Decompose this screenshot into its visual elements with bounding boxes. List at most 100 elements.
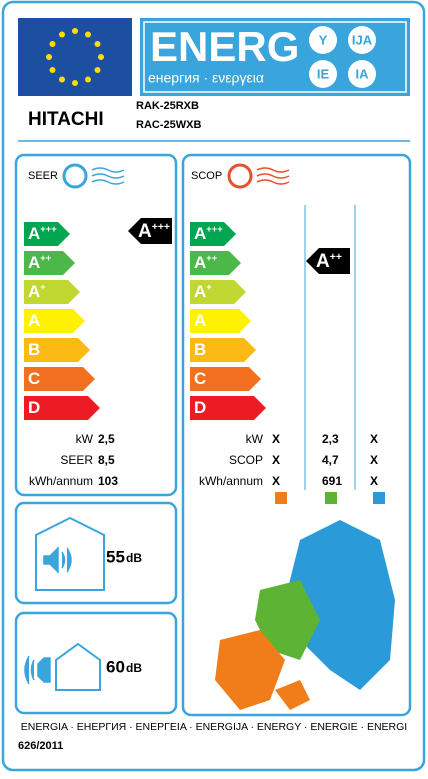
air-icon (256, 167, 290, 185)
star (46, 54, 52, 60)
suffix: IA (356, 66, 370, 81)
class-letter: A (28, 224, 40, 243)
model: RAC-25WXB (136, 119, 201, 131)
class-letter: B (28, 340, 40, 359)
house-icon (55, 642, 101, 691)
suffix-circle (309, 60, 337, 88)
class-label: A+++ (194, 224, 223, 243)
star (98, 54, 104, 60)
star (49, 41, 56, 47)
row-value: 103 (98, 474, 118, 488)
class-letter: A (194, 282, 206, 301)
brand: HITACHI (28, 109, 104, 130)
class-plus: +++ (206, 224, 223, 234)
star (85, 76, 91, 83)
indoor-noise-panel (14, 501, 178, 605)
rating-arrow (128, 218, 172, 244)
class-arrow (24, 251, 75, 275)
row-value: 2,3 (322, 432, 339, 446)
zone-swatch (325, 492, 337, 504)
row-value: X (272, 453, 280, 467)
class-arrow (24, 309, 85, 333)
class-label: D (194, 398, 206, 417)
class-letter: A (28, 282, 40, 301)
suffix-circle (348, 26, 376, 54)
row-label: kW (246, 432, 264, 446)
class-letter: D (28, 398, 40, 417)
suffix: Y (319, 32, 328, 47)
suffix: IE (317, 66, 330, 81)
class-label: C (194, 369, 206, 388)
class-label: A+ (194, 282, 212, 301)
noise-value: 60 (106, 657, 125, 676)
climate-map (215, 520, 395, 710)
class-arrow (190, 280, 246, 304)
rating-label: A+++ (138, 221, 170, 242)
star (72, 28, 78, 34)
rating-label: A++ (316, 251, 342, 272)
class-plus: ++ (330, 252, 342, 263)
class-arrow (190, 367, 261, 391)
star (59, 76, 65, 83)
class-label: A+ (28, 282, 46, 301)
class-label: A (194, 311, 206, 330)
row-value: 8,5 (98, 453, 115, 467)
class-arrow (190, 222, 236, 246)
class-letter: A (138, 221, 152, 242)
footer-languages: ENERGIA · ЕНЕРГИЯ · ΕΝΕΡΓΕΙΑ · ENERGIJA … (21, 721, 407, 733)
energy-word: ENERG (150, 23, 299, 70)
class-arrow (24, 396, 100, 420)
class-arrow (190, 251, 241, 275)
class-plus: +++ (152, 222, 170, 233)
heating-panel (181, 153, 412, 717)
star (94, 67, 101, 73)
class-plus: + (40, 282, 46, 292)
class-letter: B (194, 340, 206, 359)
rating-arrow (306, 248, 350, 274)
row-value: X (272, 474, 280, 488)
row-label: SEER (60, 453, 93, 467)
noise-unit: dB (126, 551, 142, 565)
class-letter: D (194, 398, 206, 417)
noise-unit: dB (126, 661, 142, 675)
row-value: 691 (322, 474, 342, 488)
class-letter: A (28, 311, 40, 330)
zone-swatch (373, 492, 385, 504)
row-label: kW (76, 432, 94, 446)
class-arrow (24, 338, 90, 362)
energy-subtitle: енергия · ενεργεια (148, 70, 264, 86)
class-arrow (24, 367, 95, 391)
star (94, 41, 101, 47)
regulation: 626/2011 (18, 740, 63, 752)
cooling-label: SEER (28, 170, 58, 182)
class-label: D (28, 398, 40, 417)
row-value: X (272, 432, 280, 446)
class-label: B (194, 340, 206, 359)
class-letter: A (194, 253, 206, 272)
speaker-icon (43, 546, 72, 574)
star (59, 31, 65, 38)
class-plus: ++ (40, 253, 51, 263)
suffix: IJA (352, 32, 373, 47)
class-label: A (28, 311, 40, 330)
class-arrow (24, 222, 70, 246)
class-letter: A (28, 253, 40, 272)
class-label: A++ (28, 253, 52, 272)
row-value: X (370, 453, 378, 467)
class-plus: +++ (40, 224, 57, 234)
heating-label: SCOP (191, 170, 222, 182)
banner-border (143, 21, 407, 93)
star (49, 67, 56, 73)
class-letter: A (194, 224, 206, 243)
class-plus: + (206, 282, 212, 292)
class-plus: ++ (206, 253, 217, 263)
row-value: X (370, 474, 378, 488)
class-arrow (190, 309, 251, 333)
class-letter: C (194, 369, 206, 388)
row-value: X (370, 432, 378, 446)
fan-icon (227, 163, 253, 189)
class-letter: A (194, 311, 206, 330)
row-label: kWh/annum (199, 474, 263, 488)
